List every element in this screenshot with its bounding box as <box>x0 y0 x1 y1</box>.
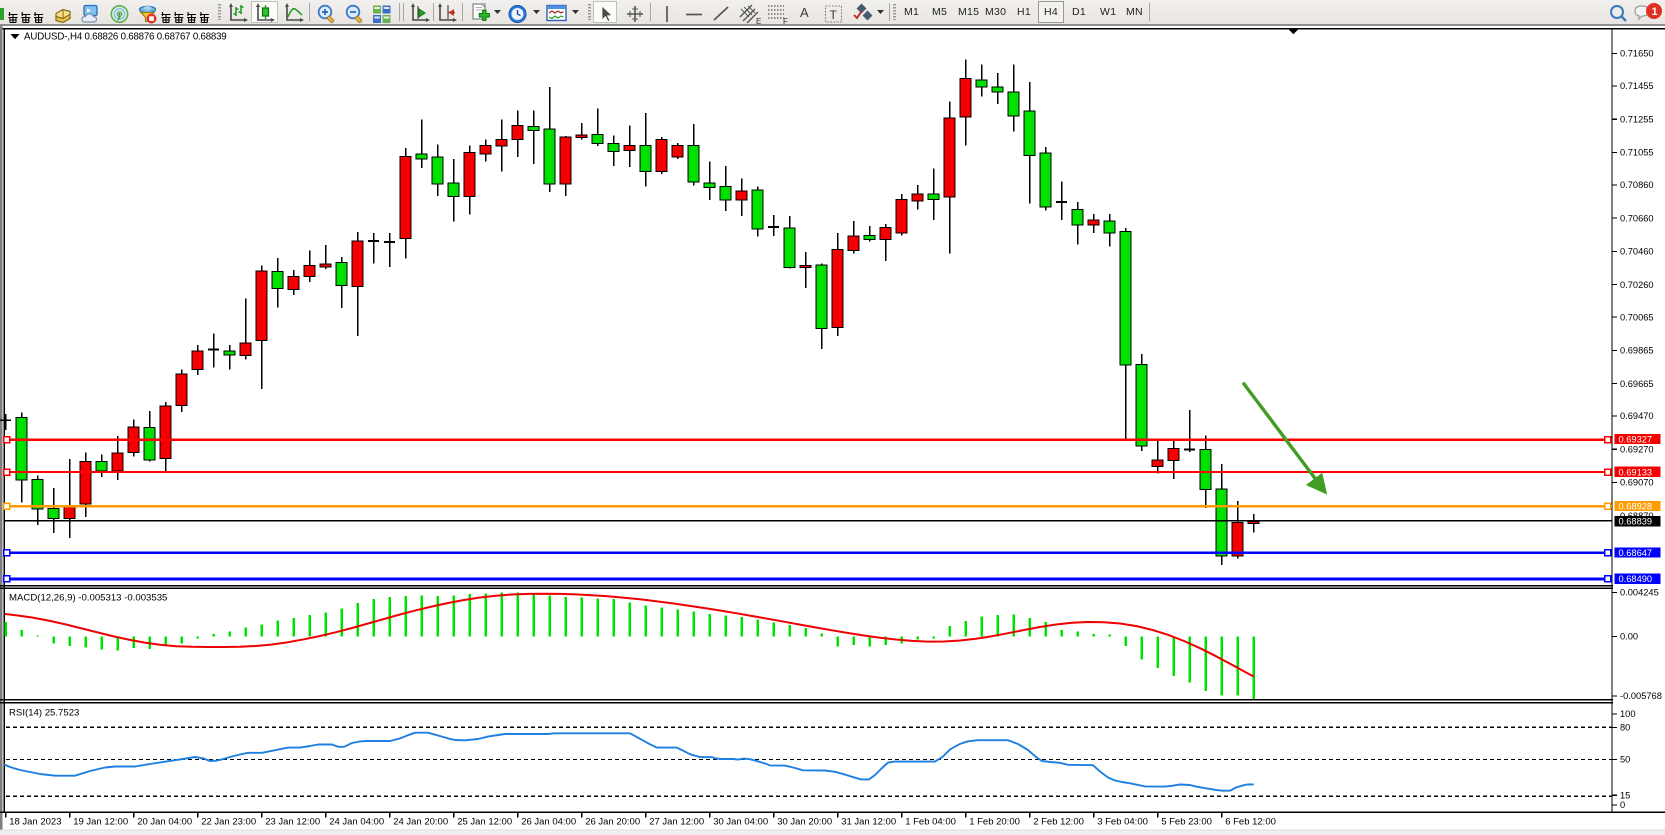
svg-text:0.70860: 0.70860 <box>1620 180 1654 190</box>
svg-text:30 Jan 04:00: 30 Jan 04:00 <box>713 817 768 828</box>
svg-text:0.70065: 0.70065 <box>1620 312 1654 322</box>
svg-text:1: 1 <box>1652 6 1658 18</box>
svg-text:19 Jan 12:00: 19 Jan 12:00 <box>73 817 128 828</box>
svg-text:0.69327: 0.69327 <box>1619 434 1653 444</box>
svg-text:26 Jan 04:00: 26 Jan 04:00 <box>521 817 576 828</box>
svg-text:24 Jan 20:00: 24 Jan 20:00 <box>393 817 448 828</box>
svg-text:0.69470: 0.69470 <box>1620 411 1654 421</box>
svg-text:0.69665: 0.69665 <box>1620 379 1654 389</box>
svg-text:26 Jan 20:00: 26 Jan 20:00 <box>585 817 640 828</box>
svg-text:50: 50 <box>1620 755 1630 765</box>
svg-text:0.70660: 0.70660 <box>1620 213 1654 223</box>
svg-text:0.70460: 0.70460 <box>1620 247 1654 257</box>
svg-text:-0.005768: -0.005768 <box>1620 691 1662 701</box>
svg-text:0.00: 0.00 <box>1620 632 1638 642</box>
svg-text:15: 15 <box>1620 790 1630 800</box>
svg-text:0: 0 <box>1620 800 1625 810</box>
svg-text:30 Jan 20:00: 30 Jan 20:00 <box>777 817 832 828</box>
svg-text:100: 100 <box>1620 709 1636 719</box>
svg-text:1 Feb 20:00: 1 Feb 20:00 <box>969 817 1020 828</box>
svg-text:20 Jan 04:00: 20 Jan 04:00 <box>137 817 192 828</box>
svg-text:0.69070: 0.69070 <box>1620 478 1654 488</box>
svg-text:3 Feb 04:00: 3 Feb 04:00 <box>1097 817 1148 828</box>
svg-text:31 Jan 12:00: 31 Jan 12:00 <box>841 817 896 828</box>
svg-text:E: E <box>756 17 761 26</box>
svg-text:T: T <box>830 8 838 22</box>
svg-text:0.71055: 0.71055 <box>1620 148 1654 158</box>
svg-text:1 Feb 04:00: 1 Feb 04:00 <box>905 817 956 828</box>
svg-text:25 Jan 12:00: 25 Jan 12:00 <box>457 817 512 828</box>
svg-text:0.68826 0.68876 0.68767 0.6883: 0.68826 0.68876 0.68767 0.68839 <box>85 32 227 43</box>
svg-text:MACD(12,26,9) -0.005313 -0.003: MACD(12,26,9) -0.005313 -0.003535 <box>9 593 167 604</box>
svg-text:0.69865: 0.69865 <box>1620 346 1654 356</box>
svg-text:AUDUSD-,H4: AUDUSD-,H4 <box>24 32 83 43</box>
svg-text:0.70260: 0.70260 <box>1620 280 1654 290</box>
svg-text:0.69133: 0.69133 <box>1619 467 1653 477</box>
svg-text:6 Feb 12:00: 6 Feb 12:00 <box>1225 817 1276 828</box>
svg-text:80: 80 <box>1620 723 1630 733</box>
svg-text:0.68490: 0.68490 <box>1619 574 1653 584</box>
svg-text:24 Jan 04:00: 24 Jan 04:00 <box>329 817 384 828</box>
svg-text:F: F <box>783 17 788 26</box>
svg-text:27 Jan 12:00: 27 Jan 12:00 <box>649 817 704 828</box>
svg-text:0.68647: 0.68647 <box>1619 548 1653 558</box>
svg-text:23 Jan 12:00: 23 Jan 12:00 <box>265 817 320 828</box>
svg-text:2 Feb 12:00: 2 Feb 12:00 <box>1033 817 1084 828</box>
svg-text:0.68839: 0.68839 <box>1619 517 1653 527</box>
svg-text:0.71455: 0.71455 <box>1620 81 1654 91</box>
svg-text:RSI(14) 25.7523: RSI(14) 25.7523 <box>9 707 79 718</box>
svg-text:0.68928: 0.68928 <box>1619 501 1653 511</box>
svg-text:0.004245: 0.004245 <box>1620 588 1659 598</box>
svg-text:0.71255: 0.71255 <box>1620 114 1654 124</box>
svg-text:22 Jan 23:00: 22 Jan 23:00 <box>201 817 256 828</box>
svg-text:0.69270: 0.69270 <box>1620 444 1654 454</box>
svg-text:18 Jan 2023: 18 Jan 2023 <box>9 817 61 828</box>
svg-text:0.71650: 0.71650 <box>1620 49 1654 59</box>
svg-text:5 Feb 23:00: 5 Feb 23:00 <box>1161 817 1212 828</box>
